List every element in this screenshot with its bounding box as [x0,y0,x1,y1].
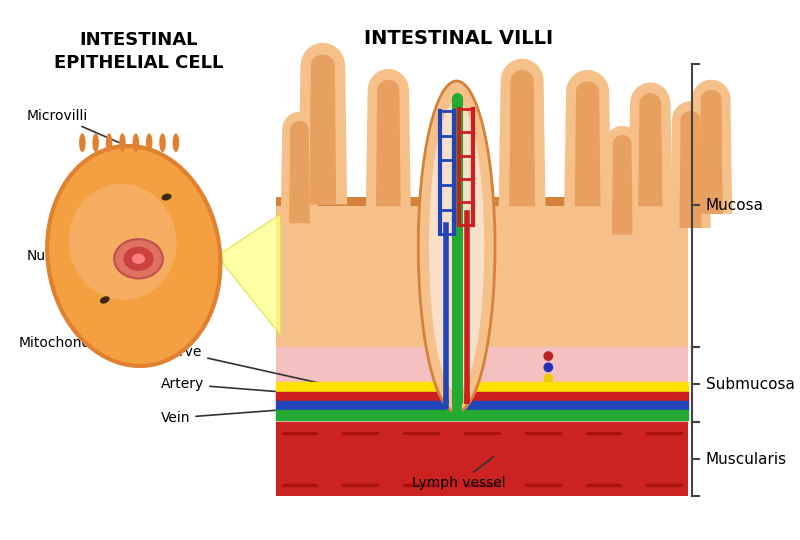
Text: INTESTINAL VILLI: INTESTINAL VILLI [364,29,553,48]
Ellipse shape [159,133,166,152]
Ellipse shape [114,239,163,279]
Polygon shape [679,111,702,228]
Ellipse shape [47,146,221,366]
Ellipse shape [146,133,153,152]
Text: Mucosa: Mucosa [706,198,763,213]
Ellipse shape [132,254,145,264]
Text: Submucosa: Submucosa [706,377,794,392]
Polygon shape [366,69,410,206]
Circle shape [544,374,553,383]
Circle shape [544,386,553,394]
Polygon shape [699,90,722,214]
Text: Lymph vessel: Lymph vessel [412,457,506,490]
Text: INTESTINAL
EPITHELIAL CELL: INTESTINAL EPITHELIAL CELL [54,31,223,72]
Text: Vein: Vein [161,406,334,425]
Ellipse shape [162,193,171,200]
Ellipse shape [119,133,126,152]
Polygon shape [298,43,347,205]
Ellipse shape [123,247,154,271]
Ellipse shape [418,81,495,412]
Polygon shape [564,70,611,206]
Ellipse shape [100,296,110,303]
Ellipse shape [173,133,179,152]
Circle shape [544,352,553,360]
Ellipse shape [79,133,86,152]
Bar [276,200,688,347]
Polygon shape [628,83,672,206]
Text: Muscularis: Muscularis [706,451,786,467]
Text: Nerve: Nerve [161,346,334,386]
Ellipse shape [429,101,484,393]
Polygon shape [281,112,318,223]
Polygon shape [638,93,662,206]
Text: Mitochondrion: Mitochondrion [18,300,118,350]
Circle shape [544,363,553,372]
Ellipse shape [106,133,112,152]
Bar [276,347,688,422]
Polygon shape [612,135,633,234]
Polygon shape [510,70,535,206]
Ellipse shape [133,133,139,152]
Polygon shape [670,101,710,228]
Polygon shape [310,55,336,205]
Text: Nucleus: Nucleus [26,249,119,263]
Polygon shape [289,121,310,223]
Polygon shape [690,80,732,214]
Bar [276,422,688,496]
Text: Microvilli: Microvilli [26,109,119,143]
Polygon shape [574,82,601,206]
Polygon shape [376,80,401,206]
Polygon shape [603,126,641,234]
Ellipse shape [93,133,99,152]
Text: Artery: Artery [161,377,334,396]
Bar [276,197,688,206]
Polygon shape [498,59,546,206]
Ellipse shape [69,184,177,300]
Polygon shape [217,214,281,335]
